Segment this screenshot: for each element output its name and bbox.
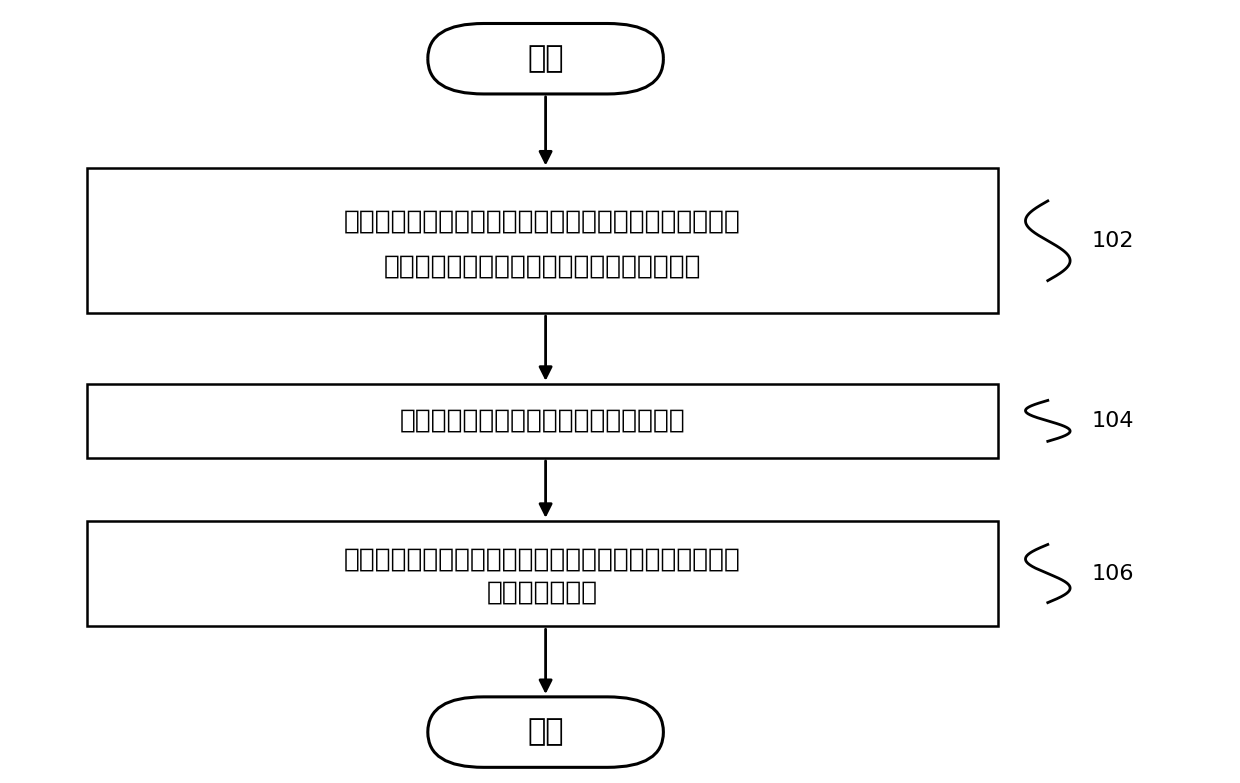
Text: 104: 104 [1091,411,1133,431]
Text: 在离子掺杂的多晶琉接触块上方形成金属连线，以完成电: 在离子掺杂的多晶琉接触块上方形成金属连线，以完成电 [343,547,742,573]
Text: 结束: 结束 [527,717,564,747]
Text: 106: 106 [1091,564,1133,583]
Bar [87,521,998,626]
Text: 连接结构的制备: 连接结构的制备 [487,579,598,605]
Text: 102: 102 [1091,231,1133,251]
Text: 在接触孔中形成离子掺杂的多晶琉接触块: 在接触孔中形成离子掺杂的多晶琉接触块 [399,408,686,434]
FancyBboxPatch shape [428,23,663,94]
Bar [87,168,998,313]
Text: 缘掩膜结构后，在绝缘掩膜结构中形成接触孔: 缘掩膜结构后，在绝缘掩膜结构中形成接触孔 [383,254,702,280]
Bar [87,384,998,458]
FancyBboxPatch shape [428,697,663,767]
Text: 依次在基板上形成多个载流子区和载流子区上方覆盖的绝: 依次在基板上形成多个载流子区和载流子区上方覆盖的绝 [343,209,742,235]
Text: 开始: 开始 [527,44,564,74]
